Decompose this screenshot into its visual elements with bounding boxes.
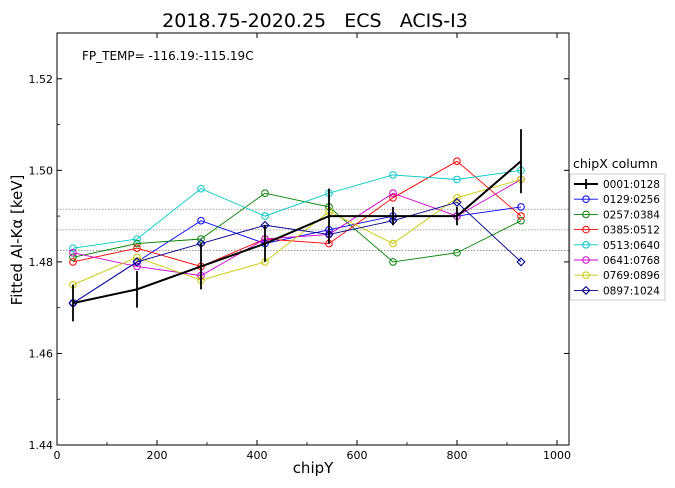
data-point	[517, 216, 525, 225]
legend-label: 0769:0896	[603, 270, 660, 282]
x-tick-label: 1000	[543, 449, 571, 462]
legend-label: 0897:1024	[603, 285, 660, 297]
data-point	[132, 257, 142, 267]
legend-label: 0513:0640	[603, 240, 660, 252]
legend-marker	[581, 285, 591, 295]
data-point	[453, 157, 461, 165]
data-point	[197, 216, 205, 225]
data-point	[69, 244, 77, 252]
legend-box	[569, 173, 666, 301]
legend-label: 0129:0256	[603, 194, 660, 206]
series-line	[72, 160, 522, 305]
legend-marker	[582, 256, 590, 264]
data-point	[133, 244, 141, 252]
y-tick-label: 1.44	[29, 439, 54, 452]
series-line	[72, 160, 522, 267]
legend-marker	[582, 195, 590, 203]
x-tick-label: 200	[147, 449, 168, 462]
data-point	[133, 262, 141, 271]
x-axis: 0 200 400 600 800 1000	[54, 33, 571, 462]
data-point	[517, 212, 525, 220]
legend-label: 0385:0512	[603, 225, 660, 237]
data-point	[517, 203, 525, 211]
series-0257:0384	[69, 189, 525, 266]
data-point	[261, 189, 269, 198]
data-point	[261, 212, 269, 220]
legend-entry: 0641:0768	[574, 255, 660, 267]
data-point	[69, 253, 77, 262]
data-point	[69, 248, 77, 257]
x-tick-label: 800	[447, 449, 468, 462]
y-tick-label: 1.48	[29, 256, 54, 269]
data-point	[133, 239, 141, 248]
x-tick-label: 400	[247, 449, 268, 462]
data-point	[389, 189, 397, 198]
series-line	[72, 192, 522, 263]
legend-entry: 0001:0128	[574, 179, 660, 191]
legend-title: chipX column	[573, 156, 658, 171]
legend-entries: 0001:0128 0129:0256 0257:0384 0385:0512 0513…	[574, 179, 660, 297]
fp-temp-annotation: FP_TEMP= -116.19:-115.19C	[82, 49, 254, 63]
series-0001:0128	[72, 129, 522, 322]
data-point	[197, 184, 205, 193]
series-line	[72, 169, 522, 249]
data-point	[516, 257, 526, 267]
y-tick-label: 1.50	[29, 164, 54, 177]
data-point	[453, 248, 461, 257]
legend-marker	[582, 241, 590, 249]
plot-frame	[56, 32, 570, 446]
legend-marker	[582, 225, 590, 234]
legend-entry: 0257:0384	[574, 209, 660, 221]
chart-title: 2018.75-2020.25 ECS ACIS-I3	[162, 10, 468, 32]
series-layer	[68, 129, 526, 322]
legend-label: 0257:0384	[603, 209, 660, 221]
legend-label: 0001:0128	[603, 179, 660, 191]
y-tick-label: 1.46	[29, 347, 54, 360]
reference-lines	[57, 208, 569, 251]
legend-entry: 0897:1024	[574, 285, 660, 297]
data-point	[389, 171, 397, 179]
y-axis: 1.44 1.46 1.48 1.50 1.52	[29, 73, 569, 452]
x-axis-label: chipY	[293, 459, 334, 477]
data-point	[197, 235, 205, 243]
data-point	[133, 235, 141, 243]
y-axis-label: Fitted Al-Kα [keV]	[8, 175, 26, 306]
legend-entry: 0129:0256	[574, 194, 660, 206]
legend-label: 0641:0768	[603, 255, 660, 267]
x-tick-label: 0	[54, 449, 61, 462]
y-tick-label: 1.52	[29, 73, 54, 86]
x-tick-label: 600	[347, 449, 368, 462]
legend-entry: 0385:0512	[574, 225, 660, 237]
data-point	[452, 197, 462, 207]
legend: chipX column 0001:0128 0129:0256 0257:0384…	[569, 156, 666, 301]
data-point	[69, 258, 77, 266]
legend-marker	[582, 210, 590, 219]
data-point	[389, 194, 397, 202]
data-point	[453, 175, 461, 184]
legend-marker	[582, 271, 590, 280]
legend-entry: 0769:0896	[574, 270, 660, 282]
data-point	[389, 258, 397, 266]
data-point	[389, 239, 397, 248]
legend-entry: 0513:0640	[574, 240, 660, 252]
data-point	[453, 194, 461, 202]
data-point	[133, 253, 141, 262]
